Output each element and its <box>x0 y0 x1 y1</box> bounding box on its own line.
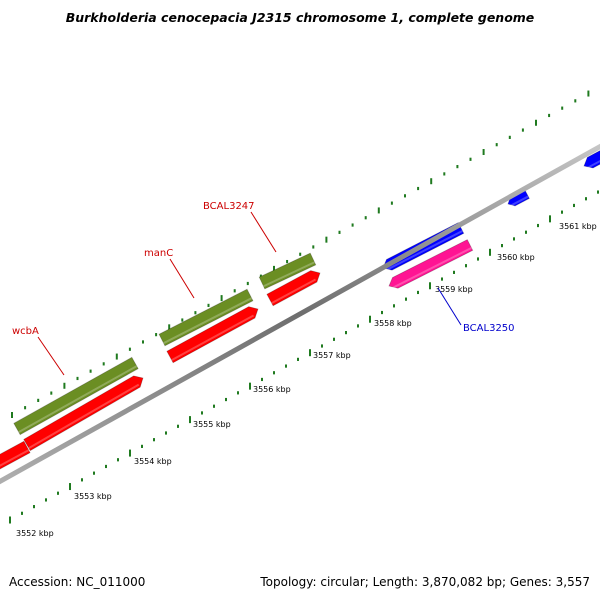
gene-features <box>0 150 600 470</box>
ruler-tick-label: 3555 kbp <box>193 420 231 429</box>
gene-labels: wcbA manC BCAL3247 BCAL3250 <box>12 201 515 376</box>
red-gene-BCAL3247-highlight <box>271 278 317 305</box>
olive-gene-wcbA <box>13 356 139 436</box>
gene-label-leader <box>37 336 65 376</box>
accession-text: Accession: NC_011000 <box>9 575 146 589</box>
olive-gene-BCAL3247 <box>258 252 317 290</box>
genome-summary-text: Topology: circular; Length: 3,870,082 bp… <box>260 575 590 589</box>
gene-label-leader <box>169 258 195 299</box>
red-gene-left <box>0 440 31 470</box>
ruler-tick-label: 3558 kbp <box>374 319 412 328</box>
red-gene-wcbA-highlight <box>28 383 140 449</box>
tick-labels: 3552 kbp 3553 kbp 3554 kbp 3555 kbp 3556 kbp… <box>16 222 597 538</box>
blue-gene-2-highlight <box>508 195 529 208</box>
ruler-tick-label: 3553 kbp <box>74 492 112 501</box>
blue-gene-1-highlight <box>384 230 463 272</box>
chromosome-backbone <box>0 143 600 485</box>
gene-label: BCAL3250 <box>463 323 515 334</box>
gene-label: BCAL3247 <box>203 201 255 212</box>
red-gene-manC-highlight <box>171 314 255 362</box>
red-gene-wcbA <box>23 375 144 452</box>
blue-gene-3 <box>583 150 600 169</box>
olive-gene-wcbA-highlight <box>18 365 138 433</box>
red-gene-BCAL3247 <box>266 270 321 307</box>
red-gene-manC <box>166 306 259 364</box>
pink-gene-BCAL3250-highlight <box>390 247 472 290</box>
gene-label: manC <box>144 248 173 259</box>
ruler-tick-label: 3560 kbp <box>497 253 535 262</box>
ruler-tick-label: 3552 kbp <box>16 529 54 538</box>
ruler-tick-label: 3559 kbp <box>435 285 473 294</box>
gene-label-leader <box>437 287 462 326</box>
ruler-tick-label: 3556 kbp <box>253 385 291 394</box>
gene-label-leader <box>250 211 277 253</box>
olive-gene-manC-highlight <box>163 297 253 345</box>
outer-tick-track <box>11 90 590 418</box>
ruler-tick-label: 3554 kbp <box>134 457 172 466</box>
pink-gene-BCAL3250 <box>388 239 474 289</box>
red-gene-left-highlight <box>0 449 30 467</box>
olive-gene-manC <box>158 288 254 347</box>
ruler-tick-label: 3561 kbp <box>559 222 597 231</box>
olive-gene-BCAL3247-highlight <box>263 261 315 288</box>
page-title: Burkholderia cenocepacia J2315 chromosom… <box>65 10 535 25</box>
ruler-tick-label: 3557 kbp <box>313 351 351 360</box>
inner-tick-ruler <box>9 190 599 524</box>
gene-label: wcbA <box>12 326 39 337</box>
